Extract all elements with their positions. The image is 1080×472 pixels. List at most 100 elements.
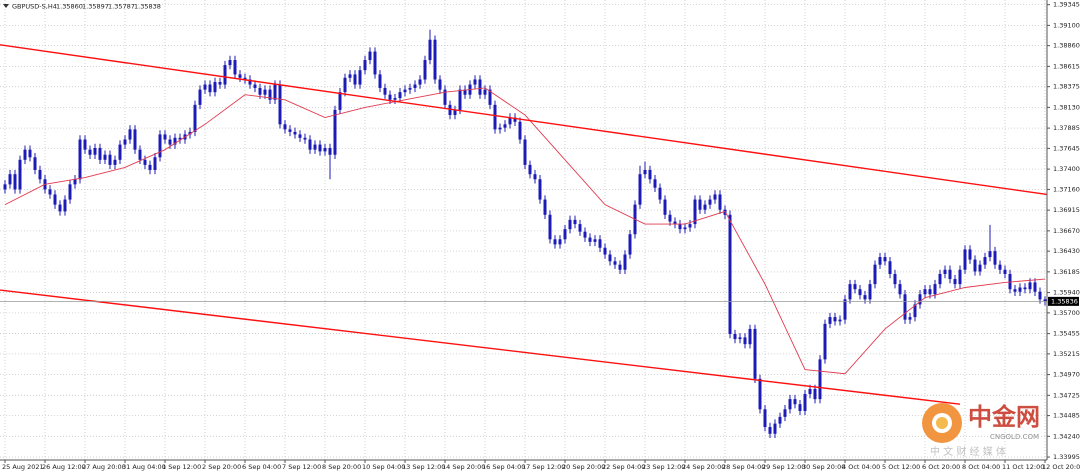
- candle-body: [808, 388, 812, 395]
- candle-body: [83, 139, 87, 150]
- candle-body: [78, 139, 82, 180]
- candle-body: [118, 144, 122, 160]
- y-tick-label: 1.37645: [1053, 144, 1080, 152]
- candle-body: [103, 154, 107, 160]
- candle-body: [148, 164, 152, 170]
- candle-body: [788, 399, 792, 410]
- candle-body: [1038, 291, 1042, 300]
- candle-body: [778, 416, 782, 424]
- candle-body: [503, 124, 507, 128]
- candle-body: [308, 139, 312, 150]
- candle-body: [748, 328, 752, 345]
- candle-body: [1013, 289, 1017, 292]
- candle-body: [168, 139, 172, 145]
- candle-body: [18, 159, 22, 190]
- candle-body: [973, 259, 977, 272]
- header-low: 1.35787: [108, 3, 135, 11]
- header: GBPUSD-S,H4 1.35860 1.35897 1.35787 1.35…: [3, 3, 161, 11]
- candle-body: [883, 257, 887, 262]
- candle-body: [258, 87, 262, 95]
- candle-body: [828, 317, 832, 324]
- candle-body: [318, 144, 322, 152]
- x-tick-label: 2 Sep 20:00: [202, 463, 241, 471]
- candle-body: [513, 117, 517, 122]
- candle-body: [863, 295, 867, 300]
- candle-body: [113, 159, 117, 165]
- candle-body: [938, 273, 942, 285]
- candle-body: [173, 137, 177, 145]
- candle-body: [453, 109, 457, 115]
- candle-body: [178, 137, 182, 140]
- y-tick-label: 1.36185: [1053, 268, 1080, 276]
- watermark: 中金网 CNGOLD.COM 中 文 财 经 媒 体: [922, 403, 1040, 458]
- y-tick-label: 1.38860: [1053, 42, 1080, 50]
- candle-body: [53, 194, 57, 205]
- candle-body: [963, 249, 967, 270]
- candle-body: [603, 247, 607, 255]
- candle-body: [188, 131, 192, 135]
- candle-body: [983, 257, 987, 265]
- candle-body: [763, 409, 767, 428]
- symbol: GBPUSD-S,H4: [12, 3, 57, 11]
- candle-body: [893, 273, 897, 285]
- candle-body: [483, 89, 487, 95]
- y-tick-label: 1.34725: [1053, 391, 1080, 399]
- plot: [0, 29, 1048, 439]
- candle-body: [508, 117, 512, 125]
- candle-body: [283, 124, 287, 130]
- candle-body: [668, 214, 672, 222]
- candle-body: [328, 147, 332, 155]
- x-tick-label: 26 Aug 12:00: [42, 463, 86, 471]
- candle-body: [498, 127, 502, 130]
- y-tick-label: 1.35940: [1053, 289, 1080, 297]
- candle-body: [333, 109, 337, 155]
- candle-body: [238, 74, 242, 78]
- candle-body: [838, 319, 842, 322]
- candle-body: [133, 129, 137, 150]
- candle-body: [683, 227, 687, 230]
- candle-body: [793, 399, 797, 405]
- candle-body: [728, 214, 732, 335]
- y-tick-label: 1.37885: [1053, 124, 1080, 132]
- x-tick-label: 28 Sep 04:00: [722, 463, 765, 471]
- candle-body: [543, 199, 547, 215]
- x-tick-label: 14 Sep 20:00: [442, 463, 485, 471]
- candle-body: [208, 84, 212, 93]
- y-tick-label: 1.39100: [1053, 21, 1080, 29]
- candle-body: [428, 39, 432, 61]
- candle-body: [408, 87, 412, 90]
- candle-body: [933, 284, 937, 295]
- candle-body: [888, 261, 892, 274]
- candle-body: [443, 89, 447, 105]
- header-high: 1.35897: [82, 3, 109, 11]
- x-tick-label: 13 Sep 12:00: [402, 463, 445, 471]
- candle-body: [913, 304, 917, 318]
- candle-body: [98, 147, 102, 160]
- candle-body: [568, 219, 572, 230]
- candle-body: [153, 157, 157, 170]
- candle-body: [373, 51, 377, 75]
- x-tick-label: 6 Sep 04:00: [242, 463, 281, 471]
- y-tick-label: 1.34240: [1053, 432, 1080, 440]
- candle-body: [193, 104, 197, 132]
- candle-body: [908, 317, 912, 320]
- header-open: 1.35860: [56, 3, 83, 11]
- candle-body: [753, 328, 757, 379]
- x-tick-label: 12 Oct 20:00: [1042, 463, 1080, 471]
- candle-body: [263, 89, 267, 95]
- x-tick-label: 11 Oct 12:00: [1002, 463, 1044, 471]
- y-tick-label: 1.36670: [1053, 227, 1080, 235]
- candle-body: [363, 60, 367, 71]
- candle-body: [858, 289, 862, 296]
- x-tick-label: 6 Oct 20:00: [922, 463, 960, 471]
- last-price-label: 1.35836: [1051, 297, 1078, 305]
- candle-body: [873, 264, 877, 285]
- candle-body: [713, 194, 717, 200]
- candle-body: [1018, 287, 1022, 292]
- candle-body: [423, 60, 427, 80]
- candle-body: [573, 219, 577, 225]
- candle-body: [948, 269, 952, 280]
- candle-body: [198, 89, 202, 105]
- candle-body: [1028, 282, 1032, 290]
